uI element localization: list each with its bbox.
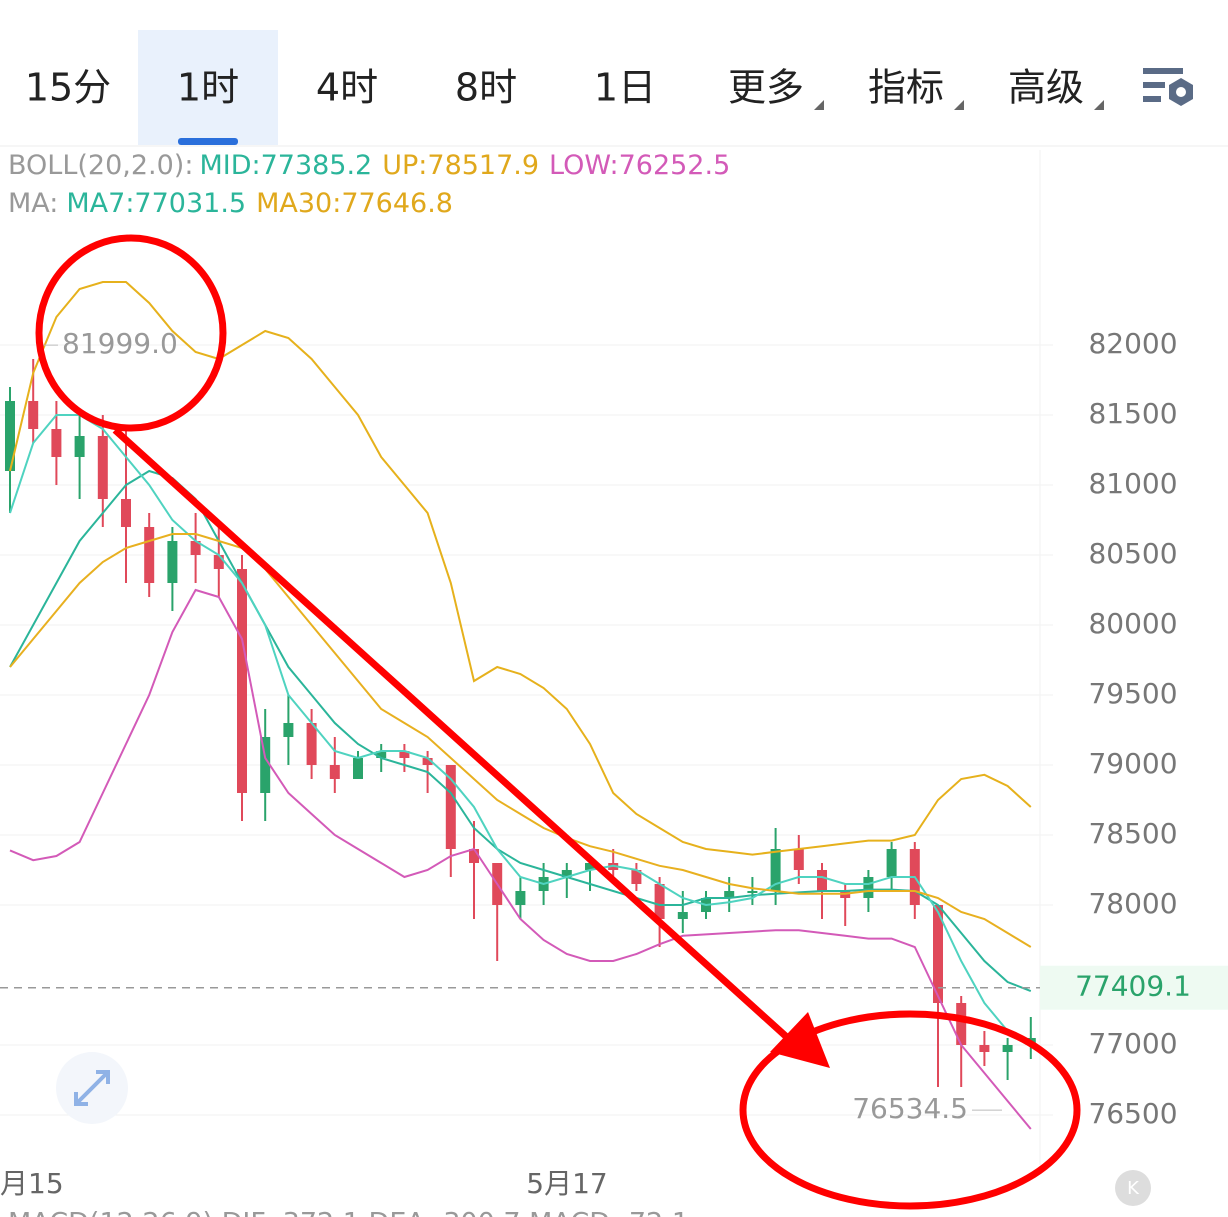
candle-body — [283, 723, 294, 737]
indicator-text: MA: MA7:77031.5 MA30:77646.8 — [8, 188, 453, 219]
candle-body — [469, 849, 479, 863]
candle-body — [979, 1045, 990, 1052]
tab[interactable]: 更多 — [728, 66, 804, 110]
last-price-tag — [1040, 965, 1228, 1010]
tab-bar: 15分 1时 4时 8时 1日 更多 指标 高级 — [25, 66, 1104, 110]
candle-body — [817, 870, 827, 891]
candle-body — [793, 849, 804, 870]
settings-icon[interactable] — [1143, 68, 1193, 106]
reset-button[interactable]: K — [1115, 1170, 1151, 1206]
candle-body — [329, 765, 340, 779]
y-tick-label: 80500 — [1088, 537, 1177, 570]
y-tick-label: 81000 — [1088, 467, 1177, 500]
indicator-line — [9, 414, 1032, 1042]
tab[interactable]: 4时 — [316, 66, 378, 110]
x-tick-label: 月15 — [0, 1167, 64, 1200]
dropdown-caret — [814, 100, 824, 110]
candle-body — [28, 401, 39, 429]
candle-body — [445, 765, 456, 849]
tab[interactable]: 高级 — [1008, 66, 1084, 110]
candle-body — [213, 555, 224, 569]
y-tick-label: 76500 — [1088, 1097, 1177, 1130]
candle-body — [51, 429, 62, 457]
candle-body — [422, 758, 433, 765]
annotations — [35, 234, 1081, 1210]
y-tick-label: 80000 — [1088, 607, 1177, 640]
candle-body — [237, 569, 247, 793]
candle-body — [376, 751, 387, 758]
candle-body — [353, 758, 363, 779]
low-label: 76534.5 — [852, 1092, 968, 1125]
candle-body — [886, 849, 897, 877]
candle-body — [399, 751, 410, 758]
candle-body — [121, 499, 131, 527]
indicator-text: BOLL(20,2.0): MID:77385.2 UP:78517.9 LOW:76… — [8, 150, 730, 181]
candle-body — [677, 912, 688, 919]
candle-body — [167, 541, 178, 583]
tab[interactable]: 指标 — [868, 66, 944, 110]
high-label: 81999.0 — [62, 327, 178, 360]
x-tick-label: 5月17 — [526, 1167, 607, 1200]
y-tick-label: 78500 — [1088, 817, 1177, 850]
candle-body — [631, 870, 642, 884]
candle-body — [190, 541, 201, 555]
candle-body — [770, 849, 781, 891]
tab[interactable]: 1时 — [177, 66, 239, 110]
candle-body — [260, 737, 271, 793]
tab[interactable]: 15分 — [25, 66, 111, 110]
candle-body — [654, 884, 665, 919]
candle-body — [74, 436, 85, 457]
indicator-line — [9, 281, 1032, 856]
svg-text:K: K — [1127, 1178, 1140, 1199]
tab[interactable]: 1日 — [594, 66, 656, 110]
candle-body — [933, 905, 943, 1003]
candle-body — [747, 891, 758, 893]
y-tick-label: 77000 — [1088, 1027, 1177, 1060]
candle-body — [724, 891, 735, 898]
y-tick-label: 78000 — [1088, 887, 1177, 920]
last-price-label: 77409.1 — [1075, 970, 1191, 1003]
active-tab-bg — [138, 30, 278, 145]
candle-body — [5, 401, 15, 471]
y-tick-label: 79500 — [1088, 677, 1177, 710]
tab[interactable]: 8时 — [455, 66, 517, 110]
y-tick-label: 82000 — [1088, 327, 1177, 360]
y-tick-label: 81500 — [1088, 397, 1177, 430]
y-tick-label: 79000 — [1088, 747, 1177, 780]
dropdown-caret — [1094, 100, 1104, 110]
candle-body — [144, 527, 155, 583]
active-tab-indicator — [178, 138, 238, 145]
candle-body — [585, 863, 595, 870]
dropdown-caret — [954, 100, 964, 110]
expand-button[interactable] — [56, 1052, 128, 1124]
indicator-line — [9, 533, 1032, 948]
candle-body — [561, 870, 572, 877]
candle-body — [515, 891, 526, 905]
plot: 82000 81500 81000 80500 80000 79500 79000 78500… — [0, 281, 1228, 1217]
candle-body — [956, 1003, 967, 1045]
macd-text: MACD(12,26,9) DIF:-372.1 DEA:-300.7 MACD… — [8, 1208, 689, 1217]
indicator-line — [9, 588, 1032, 1130]
candle-body — [97, 436, 108, 499]
candle-body — [306, 723, 317, 765]
candle-body — [1002, 1045, 1013, 1052]
candle-body — [863, 877, 874, 898]
